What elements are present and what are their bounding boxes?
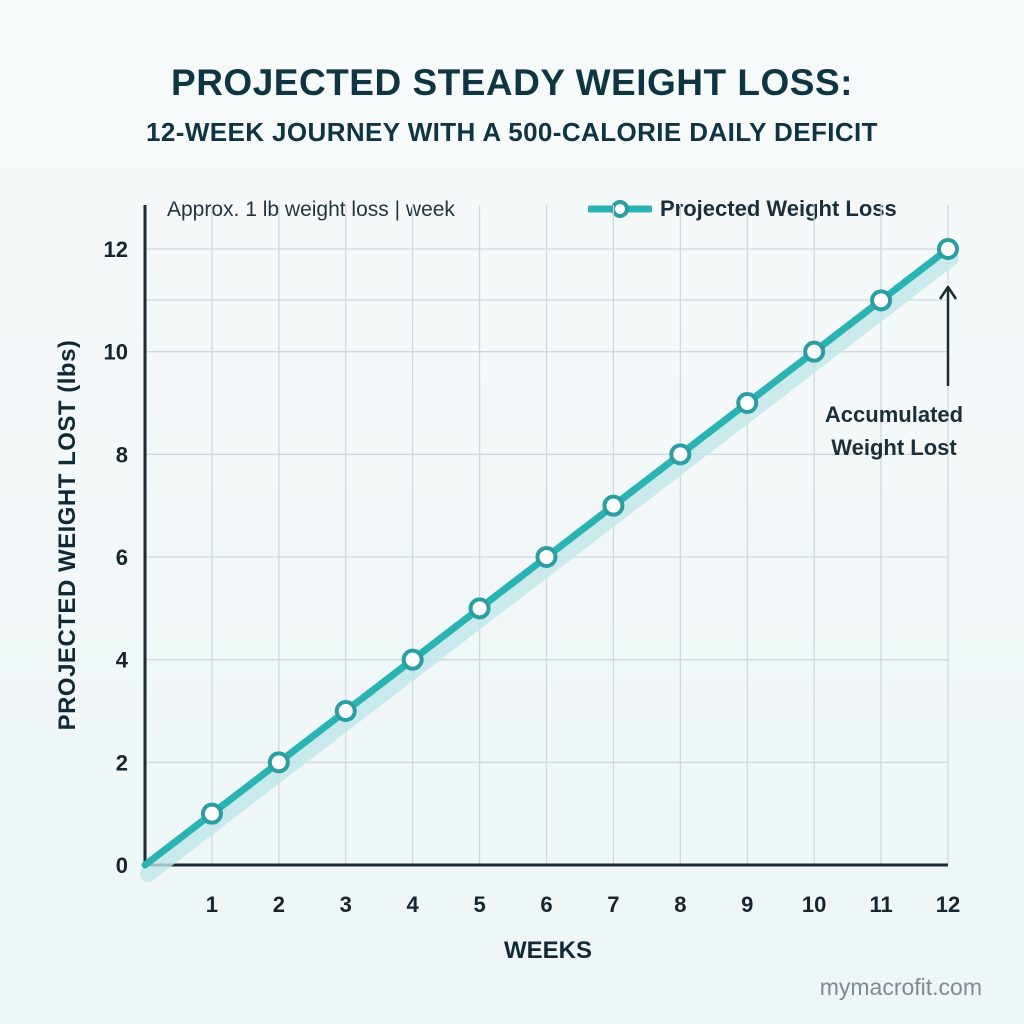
- annotation-arrowhead-icon: [938, 285, 958, 300]
- x-tick-label: 3: [340, 892, 352, 917]
- data-point: [937, 238, 959, 260]
- data-point: [468, 597, 491, 620]
- x-tick-label: 7: [607, 892, 619, 917]
- data-point: [602, 494, 625, 517]
- chart-subtitle: 12-WEEK JOURNEY WITH A 500-CALORIE DAILY…: [146, 117, 878, 147]
- x-tick-label: 2: [273, 892, 285, 917]
- x-tick-label: 5: [473, 892, 485, 917]
- annotation-text: Accumulated: [825, 402, 963, 427]
- legend-marker-icon: [588, 200, 652, 218]
- data-point: [267, 751, 290, 774]
- y-tick-label: 6: [116, 545, 128, 570]
- data-point: [401, 648, 424, 671]
- x-axis-label: WEEKS: [503, 937, 592, 964]
- legend-label: Projected Weight Loss: [660, 196, 897, 221]
- annotation-text: Weight Lost: [831, 435, 957, 460]
- site-footer: mymacrofit.com: [819, 974, 982, 1000]
- annotation: Accumulated Weight Lost: [825, 285, 963, 460]
- data-point: [535, 546, 558, 568]
- x-tick-label: 12: [936, 892, 960, 917]
- y-tick-label: 0: [116, 853, 128, 878]
- y-tick-label: 12: [104, 237, 128, 262]
- x-tick-label: 11: [869, 892, 892, 917]
- rate-note: Approx. 1 lb weight loss | week: [167, 198, 455, 221]
- data-point: [200, 802, 223, 825]
- x-tick-label: 6: [540, 892, 552, 917]
- data-point: [736, 392, 759, 414]
- axes: [143, 205, 948, 867]
- series-projected-weight-loss: [140, 238, 959, 882]
- data-point: [334, 700, 357, 722]
- x-tick-label: 4: [407, 892, 420, 917]
- x-tick-label: 1: [206, 892, 218, 917]
- y-tick-label: 2: [116, 750, 128, 775]
- y-tick-label: 8: [116, 442, 128, 467]
- data-point: [870, 289, 893, 312]
- y-tick-label: 10: [104, 340, 128, 365]
- y-tick-label: 4: [116, 648, 129, 673]
- chart-title: PROJECTED STEADY WEIGHT LOSS:: [171, 62, 853, 103]
- y-tick-labels: 0 2 4 6 8 10 12: [104, 237, 129, 878]
- x-tick-labels: 1 2 3 4 5 6 7 8 9 10 11 12: [206, 892, 960, 917]
- x-tick-label: 8: [674, 892, 686, 917]
- data-point: [803, 340, 826, 363]
- grid-lines: [145, 205, 949, 865]
- legend: Projected Weight Loss: [588, 196, 897, 222]
- x-tick-label: 9: [741, 892, 753, 917]
- data-point: [669, 443, 692, 466]
- x-tick-label: 10: [802, 892, 826, 917]
